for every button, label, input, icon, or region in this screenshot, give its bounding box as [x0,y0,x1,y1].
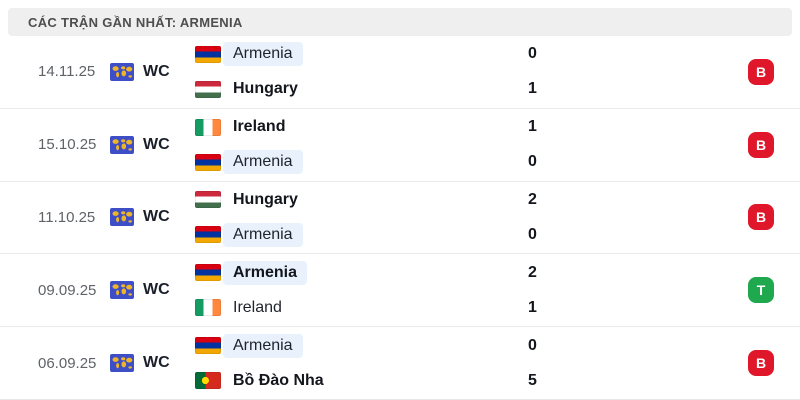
score-cell: 1 0 [425,109,640,181]
world-cup-icon [110,135,134,154]
away-team-score: 0 [528,225,537,243]
row-spacer [640,182,748,254]
teams-cell: Armenia Hungary [195,36,425,108]
row-spacer [640,254,748,326]
result-cell: B [748,109,800,181]
match-row[interactable]: 14.11.25 WC Armenia [0,36,800,109]
result-badge: B [748,58,774,85]
competition-label: WC [143,62,170,80]
away-team-flag-icon [195,372,221,390]
away-team-score: 1 [528,80,537,98]
result-badge: B [748,204,774,231]
competition-cell: WC [110,327,195,399]
competition-label: WC [143,135,170,153]
teams-cell: Ireland Armenia [195,109,425,181]
match-date: 11.10.25 [38,208,96,226]
score-cell: 2 1 [425,254,640,326]
away-team-name: Hungary [233,80,298,98]
teams-cell: Hungary Armenia [195,182,425,254]
away-team-score: 0 [528,153,537,171]
home-team-name: Ireland [233,118,286,136]
away-team-score: 5 [528,371,537,389]
panel-header: CÁC TRẬN GẦN NHẤT: ARMENIA [8,8,792,36]
result-cell: B [748,327,800,399]
home-team-flag-icon [195,264,221,282]
competition-cell: WC [110,254,195,326]
home-team-name: Armenia [223,333,303,358]
home-team[interactable]: Armenia [195,260,425,286]
away-team-flag-icon [195,299,221,317]
row-spacer [640,327,748,399]
match-row[interactable]: 15.10.25 WC Ireland [0,109,800,182]
home-team[interactable]: Hungary [195,187,425,213]
match-row[interactable]: 11.10.25 WC Hungary [0,182,800,255]
row-spacer [640,109,748,181]
result-cell: B [748,36,800,108]
result-cell: B [748,182,800,254]
home-team-flag-icon [195,191,221,209]
home-team[interactable]: Armenia [195,41,425,67]
away-team-name: Ireland [233,298,282,316]
world-cup-icon [110,62,134,81]
home-team-name: Hungary [233,190,298,208]
away-team[interactable]: Hungary [195,76,425,102]
score-cell: 2 0 [425,182,640,254]
teams-cell: Armenia Bồ Đào Nha [195,327,425,399]
world-cup-icon [110,208,134,227]
result-cell: T [748,254,800,326]
match-date: 15.10.25 [38,136,97,154]
competition-label: WC [143,354,170,372]
home-team-name: Armenia [223,260,308,285]
match-row[interactable]: 06.09.25 WC Armenia [0,327,800,400]
away-team[interactable]: Armenia [195,222,425,248]
away-team[interactable]: Ireland [195,295,425,321]
away-team[interactable]: Bồ Đào Nha [195,368,425,394]
home-team[interactable]: Armenia [195,333,425,359]
home-team-flag-icon [195,337,221,355]
world-cup-icon [110,281,134,300]
result-badge: B [748,350,774,377]
home-team[interactable]: Ireland [195,114,425,140]
home-team-score: 2 [528,263,537,281]
home-team-score: 0 [528,336,537,354]
away-team[interactable]: Armenia [195,149,425,175]
row-spacer [640,36,748,108]
result-badge: B [748,131,774,158]
competition-cell: WC [110,36,195,108]
match-date: 14.11.25 [38,63,96,81]
score-cell: 0 5 [425,327,640,399]
panel-title: CÁC TRẬN GẦN NHẤT: ARMENIA [28,14,243,30]
home-team-score: 1 [528,118,537,136]
away-team-name: Armenia [223,222,303,247]
world-cup-icon [110,354,134,373]
home-team-score: 2 [528,190,537,208]
home-team-flag-icon [195,118,221,136]
score-cell: 0 1 [425,36,640,108]
competition-cell: WC [110,109,195,181]
away-team-name: Bồ Đào Nha [233,371,324,389]
away-team-flag-icon [195,226,221,244]
home-team-name: Armenia [223,42,303,67]
away-team-score: 1 [528,298,537,316]
match-list: 14.11.25 WC Armenia [0,36,800,400]
away-team-flag-icon [195,153,221,171]
result-badge: T [748,277,774,304]
competition-label: WC [143,208,170,226]
competition-cell: WC [110,182,195,254]
competition-label: WC [143,281,170,299]
match-date: 09.09.25 [38,281,97,299]
away-team-name: Armenia [223,150,303,175]
home-team-flag-icon [195,45,221,63]
away-team-flag-icon [195,80,221,98]
home-team-score: 0 [528,45,537,63]
teams-cell: Armenia Ireland [195,254,425,326]
match-date: 06.09.25 [38,354,97,372]
match-row[interactable]: 09.09.25 WC Armenia [0,254,800,328]
